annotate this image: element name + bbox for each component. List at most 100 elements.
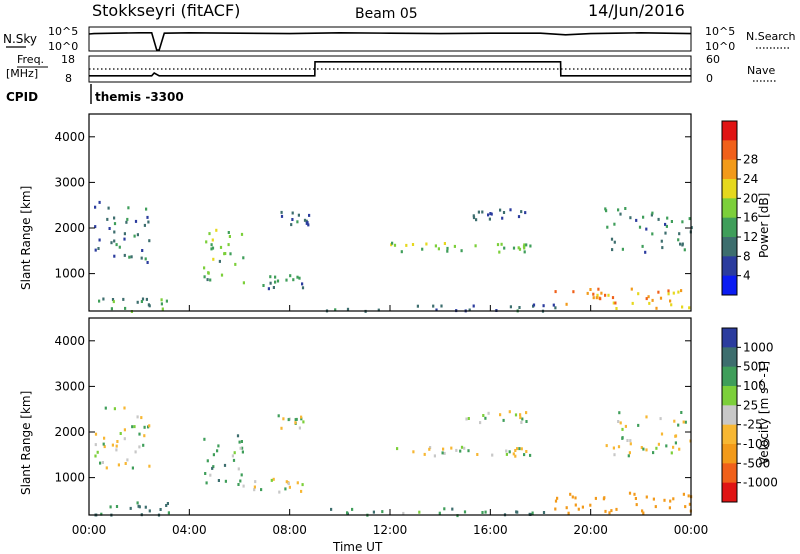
scatter-cell — [451, 507, 454, 511]
scatter-cell — [205, 481, 208, 485]
scatter-cell — [666, 216, 669, 220]
scatter-cell — [94, 443, 97, 447]
scatter-cell — [130, 255, 133, 259]
scatter-cell — [101, 461, 104, 464]
scatter-cell — [463, 446, 466, 450]
time-axis: 00:00 04:00 08:00 12:00 16:00 20:00 00:00 — [72, 305, 708, 537]
scatter-cell — [629, 439, 632, 443]
nave-label: Nave — [747, 64, 775, 77]
scatter-cell — [661, 246, 664, 250]
power-colorbar-label: Power [dB] — [757, 193, 771, 258]
scatter-cell — [228, 235, 231, 238]
scatter-cell — [115, 444, 118, 448]
scatter-cell — [297, 213, 300, 217]
scatter-cell — [296, 220, 299, 224]
scatter-cell — [669, 499, 672, 503]
power-scatter — [94, 200, 693, 313]
scatter-cell — [655, 306, 658, 310]
scatter-cell — [94, 432, 98, 436]
y-tick-label: 4000 — [54, 334, 85, 348]
scatter-cell — [307, 223, 310, 227]
scatter-cell — [569, 492, 572, 496]
scatter-cell — [670, 303, 673, 307]
scatter-cell — [681, 220, 684, 224]
scatter-cell — [645, 415, 648, 419]
y-tick-label: 4000 — [54, 130, 85, 144]
scatter-cell — [509, 305, 512, 309]
scatter-cell — [231, 454, 234, 458]
scatter-cell — [212, 257, 215, 261]
scatter-cell — [137, 504, 140, 508]
scatter-cell — [635, 503, 638, 507]
scatter-cell — [443, 451, 446, 455]
scatter-cell — [103, 436, 106, 440]
scatter-cell — [657, 217, 660, 221]
scatter-cell — [215, 228, 218, 232]
scatter-cell — [209, 278, 212, 282]
velocity-colorbar-swatch — [722, 444, 737, 464]
velocity-colorbar-swatch — [722, 328, 737, 348]
scatter-cell — [586, 291, 589, 295]
scatter-cell — [631, 301, 634, 305]
scatter-cell — [529, 244, 532, 248]
scatter-cell — [600, 291, 603, 295]
power-colorbar-swatch — [722, 198, 737, 219]
power-colorbar-swatch — [722, 140, 737, 161]
scatter-cell — [467, 449, 470, 453]
scatter-cell — [433, 454, 436, 458]
power-colorbar-tick-label: 16 — [743, 211, 758, 225]
scatter-cell — [519, 413, 522, 417]
scatter-cell — [277, 414, 280, 418]
scatter-cell — [136, 501, 139, 505]
scatter-cell — [552, 303, 555, 307]
velocity-colorbar-tick-label: 1000 — [743, 340, 774, 354]
scatter-cell — [628, 491, 632, 495]
scatter-cell — [110, 307, 113, 311]
scatter-cell — [503, 246, 506, 250]
scatter-cell — [607, 293, 610, 297]
scatter-cell — [210, 243, 213, 247]
scatter-cell — [285, 480, 288, 484]
scatter-cell — [237, 483, 240, 486]
velocity-colorbar: 1000 500 100 25 -25 -100 -500 -1000 — [721, 327, 778, 503]
scatter-cell — [377, 308, 380, 312]
scatter-cell — [298, 426, 301, 430]
noise-panel: N.Sky 10^5 10^0 10^5 10^0 N.Search — [3, 25, 796, 53]
scatter-cell — [145, 207, 148, 211]
scatter-cell — [621, 247, 624, 251]
scatter-cell — [655, 446, 658, 450]
scatter-cell — [571, 495, 574, 499]
scatter-cell — [289, 274, 292, 278]
scatter-cell — [567, 511, 570, 515]
scatter-cell — [296, 275, 299, 279]
scatter-cell — [111, 443, 114, 447]
scatter-cell — [499, 413, 502, 417]
scatter-cell — [446, 246, 449, 250]
scatter-cell — [212, 465, 215, 469]
scatter-cell — [610, 509, 613, 513]
scatter-cell — [240, 473, 243, 477]
scatter-cell — [113, 222, 117, 226]
scatter-cell — [105, 466, 108, 470]
scatter-cell — [612, 446, 615, 450]
scatter-cell — [111, 298, 115, 301]
scatter-cell — [126, 217, 129, 221]
scatter-cell — [520, 421, 523, 424]
velocity-colorbar-frame — [721, 327, 738, 503]
scatter-cell — [148, 464, 151, 468]
scatter-cell — [572, 290, 575, 294]
scatter-cell — [210, 247, 213, 251]
scatter-cell — [98, 299, 101, 303]
beam-label: Beam 05 — [355, 6, 418, 22]
scatter-cell — [241, 450, 244, 454]
scatter-cell — [224, 252, 227, 255]
scatter-cell — [603, 496, 606, 500]
scatter-cell — [211, 466, 214, 470]
scatter-cell — [474, 244, 477, 248]
scatter-cell — [645, 297, 648, 301]
scatter-cell — [634, 497, 637, 500]
scatter-cell — [673, 419, 676, 423]
scatter-cell — [203, 275, 206, 279]
scatter-cell — [648, 301, 651, 305]
scatter-cell — [303, 218, 307, 222]
